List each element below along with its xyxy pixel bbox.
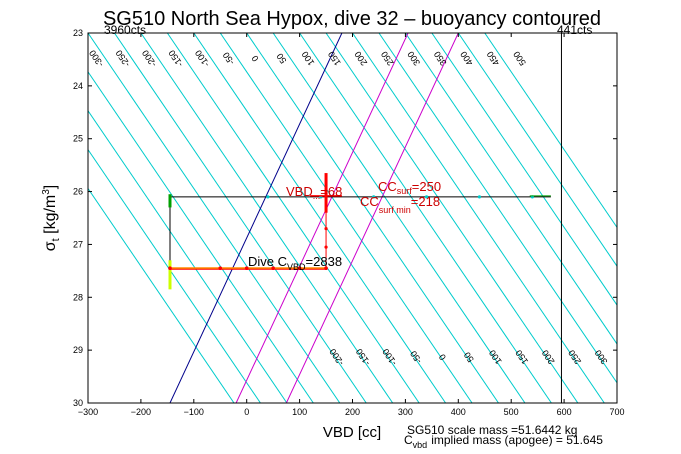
counts-right-label: 441cts (557, 23, 592, 37)
x-tick-label-7: 400 (451, 407, 466, 417)
contour-line-16 (404, 33, 617, 345)
contour-line-6 (140, 33, 394, 403)
y-axis-label-sub: t (50, 238, 62, 241)
cc-surf-label: CCsurf=250 (378, 179, 441, 196)
vertical-point-0 (324, 226, 328, 231)
cc-surf-label-text: CC (378, 179, 397, 194)
dive-point-3 (271, 266, 275, 271)
dive-cvbd-label-value: =2838 (306, 254, 343, 269)
chart-title: SG510 North Sea Hypox, dive 32 – buoyanc… (103, 8, 601, 30)
surface-point-3 (424, 195, 429, 199)
counts-left-label: 3960cts (104, 23, 146, 37)
y-axis-label-unit-close: ] (42, 185, 59, 189)
footer-scale-mass: SG510 scale mass =51.6442 kg (407, 423, 577, 437)
cc-surf-min-label-value: =218 (411, 194, 440, 209)
dive-point-2 (244, 266, 249, 271)
cc-surf-label-value: =250 (412, 179, 441, 194)
y-tick-label-7: 30 (73, 398, 83, 408)
surface-point-0 (266, 195, 270, 199)
contour-line-12 (299, 33, 552, 403)
contour-line-17 (431, 33, 617, 306)
contour-line-8 (193, 33, 447, 403)
contour-line-18 (457, 33, 617, 268)
footer-implied-mass-text: implied mass (apogee) = 51.645 (431, 433, 603, 447)
contour-line-5 (114, 33, 367, 403)
contour-label-upper-10: 50 (275, 52, 289, 66)
footer-implied-mass-c: C (404, 433, 413, 447)
contour-line-14 (352, 33, 605, 403)
dive-point-4 (297, 266, 302, 271)
dive-track (168, 173, 551, 290)
y-tick-label-1: 24 (73, 81, 83, 91)
contour-label-lower-9: 50 (462, 350, 476, 364)
x-tick-label-2: −100 (184, 407, 204, 417)
x-axis-label: VBD [cc] (323, 424, 381, 441)
x-tick-label-0: −300 (78, 407, 98, 417)
y-axis-label-unit: [kg/m (42, 195, 59, 239)
dive-cvbd-label-sub: VBD (287, 262, 306, 272)
contour-label-lower-8: 0 (437, 352, 448, 362)
surface-point-2 (372, 195, 376, 199)
x-tick-label-1: −200 (131, 407, 151, 417)
x-tick-label-4: 100 (292, 407, 307, 417)
contour-line-15 (378, 33, 617, 384)
y-axis-ticks: 23 24 25 26 27 28 29 30 (73, 28, 617, 408)
y-tick-label-2: 25 (73, 134, 83, 144)
x-tick-label-10: 700 (609, 407, 624, 417)
dive-point-0 (168, 266, 172, 271)
contour-line-0 (88, 187, 235, 403)
buoyancy-contours (88, 33, 617, 403)
y-axis-label-symbol: σ (42, 241, 59, 251)
neutral-line-2 (285, 33, 459, 403)
x-tick-label-5: 200 (345, 407, 360, 417)
contour-label-upper-9: 0 (250, 54, 261, 64)
surface-vbd-label-text: VBD (286, 184, 313, 199)
surface-vbd-label: VBD...=68 (286, 184, 342, 201)
surface-point-4 (477, 195, 482, 199)
cc-surf-label-sub: surf (397, 186, 413, 196)
x-tick-label-3: 0 (244, 407, 249, 417)
plot-area (88, 33, 617, 403)
contour-line-3 (88, 70, 314, 403)
dive-cvbd-label: Dive CVBD=2838 (248, 254, 342, 272)
y-tick-label-5: 28 (73, 292, 83, 302)
x-axis-ticks: −300 −200 −100 0 100 200 300 400 500 600 700 (78, 33, 625, 417)
neutral-line-0 (169, 33, 343, 403)
y-tick-label-3: 26 (73, 187, 83, 197)
contour-line-7 (166, 33, 420, 403)
y-tick-label-6: 29 (73, 345, 83, 355)
dive-cvbd-label-text: Dive C (248, 254, 287, 269)
y-tick-label-0: 23 (73, 28, 83, 38)
y-tick-label-4: 27 (73, 239, 83, 249)
neutral-line-1 (235, 33, 409, 403)
contour-line-19 (484, 33, 617, 229)
x-tick-label-6: 300 (398, 407, 413, 417)
cc-surf-min-label-sub: surf min (379, 205, 411, 215)
contour-line-11 (272, 33, 526, 403)
contour-line-13 (325, 33, 579, 403)
x-tick-label-8: 500 (504, 407, 519, 417)
contour-line-2 (88, 109, 288, 403)
neutral-buoyancy-lines (169, 33, 459, 403)
surface-vbd-label-sub: ... (313, 191, 321, 201)
footer-implied-mass: Cvbd implied mass (apogee) = 51.645 (404, 433, 603, 450)
x-tick-label-9: 600 (557, 407, 572, 417)
vertical-point-1 (324, 245, 328, 249)
contour-line-9 (219, 33, 473, 403)
footer-implied-mass-sub: vbd (413, 440, 428, 450)
cc-surf-min-label-text: CC (360, 194, 379, 209)
contour-line-1 (88, 148, 261, 403)
contour-line-4 (88, 33, 341, 403)
y-axis-label: σt [kg/m3] (41, 185, 62, 252)
dive-point-1 (218, 266, 223, 271)
cc-surf-min-label: CCsurf min=218 (360, 194, 440, 215)
y-axis-label-unit-power: 3 (41, 189, 52, 195)
surface-vbd-label-value: =68 (320, 184, 342, 199)
